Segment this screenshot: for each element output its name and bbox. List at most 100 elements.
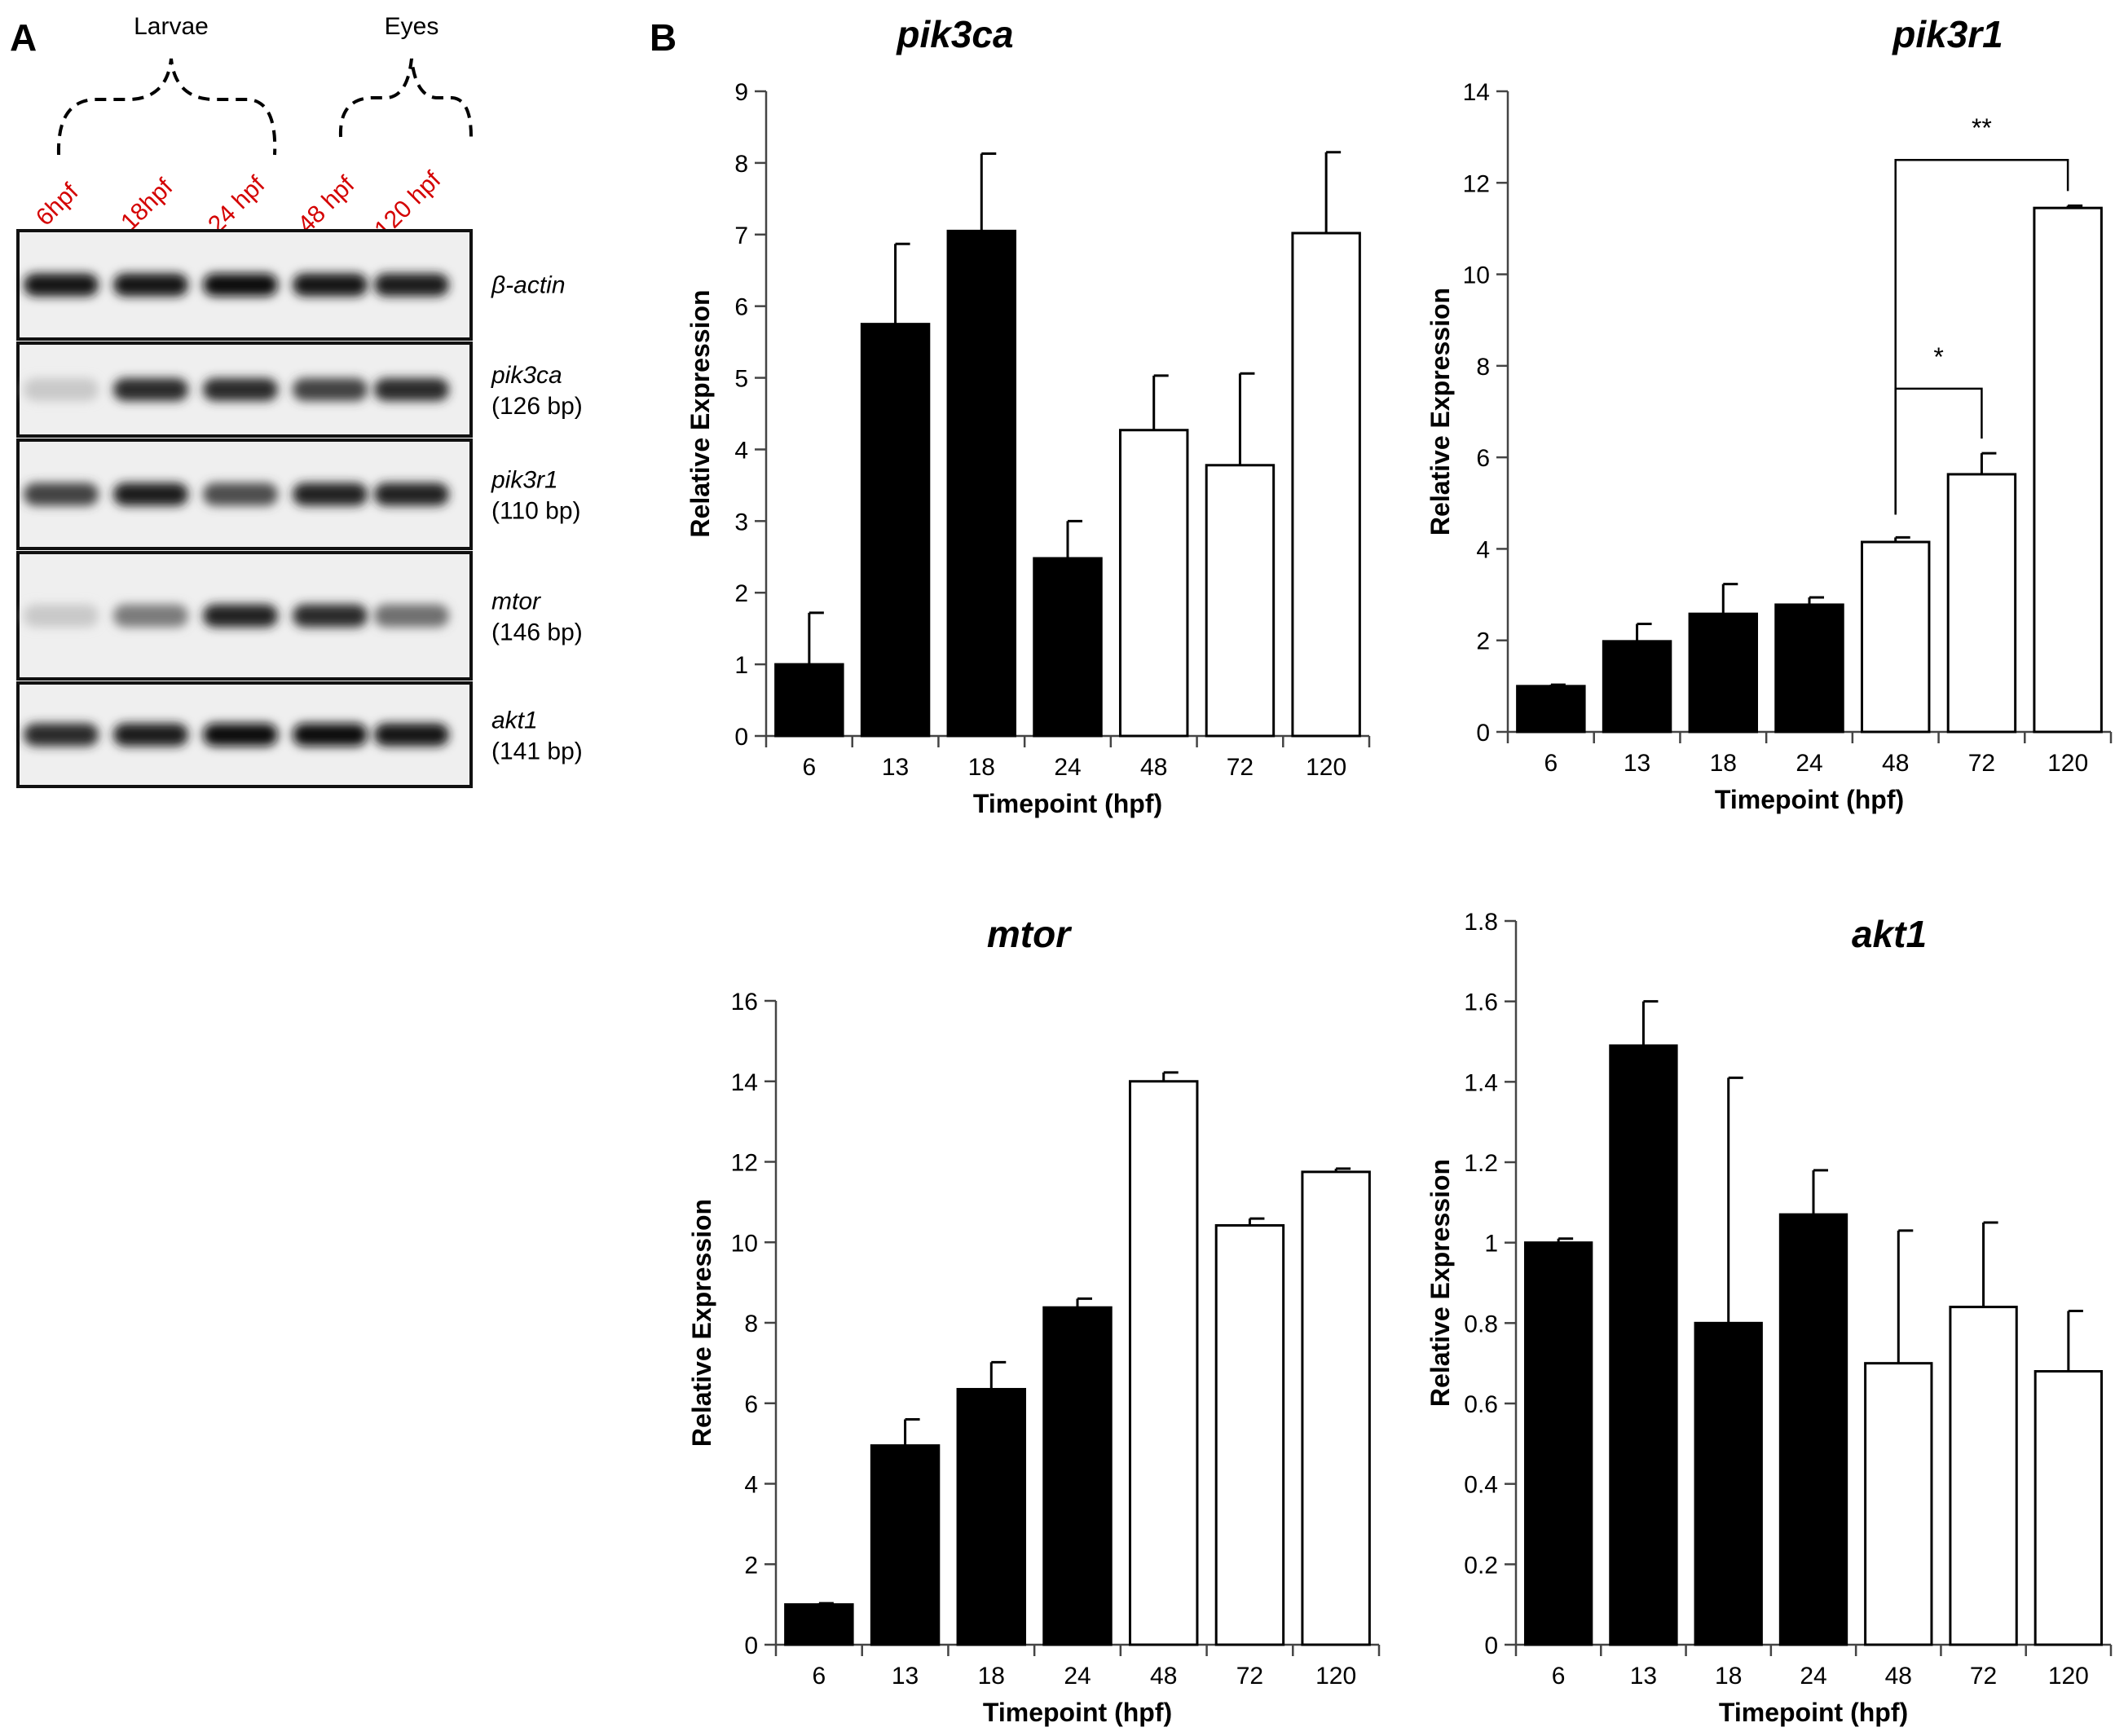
gel-size-label: (126 bp)	[491, 393, 583, 420]
x-tick-label: 18	[978, 1663, 1005, 1690]
x-tick-label: 72	[1227, 754, 1254, 781]
lane-label: 24 hpf	[203, 171, 271, 239]
y-tick-label: 1.8	[1464, 909, 1498, 936]
gel-band	[113, 482, 188, 506]
bar	[1602, 640, 1672, 734]
gel-size-label: (146 bp)	[491, 619, 583, 646]
y-tick-label: 10	[1463, 262, 1490, 289]
bar	[2033, 206, 2103, 734]
x-tick-label: 48	[1140, 754, 1167, 781]
gel-band	[203, 604, 278, 628]
y-tick-label: 8	[1476, 354, 1490, 381]
significance-label: **	[1972, 113, 1992, 143]
chart-title: pik3ca	[895, 13, 1013, 55]
y-tick-label: 0.4	[1464, 1472, 1498, 1499]
y-tick-label: 14	[731, 1069, 758, 1096]
x-tick-label: 13	[1630, 1663, 1657, 1690]
gel-label: mtor	[491, 588, 541, 615]
y-tick-label: 10	[731, 1230, 758, 1257]
bar	[774, 663, 844, 738]
lane-label: 48 hpf	[293, 171, 360, 239]
gel-1: pik3ca (126 bp)	[16, 341, 583, 438]
y-tick-label: 12	[1463, 170, 1490, 197]
x-tick-label: 18	[1710, 750, 1737, 777]
gel-label: akt1	[491, 707, 538, 734]
chart-title: mtor	[987, 913, 1072, 955]
bar	[956, 1387, 1027, 1646]
larvae-brace	[56, 58, 277, 156]
bar	[1291, 231, 1361, 738]
y-tick-label: 0.8	[1464, 1311, 1498, 1337]
y-tick-label: 4	[1476, 536, 1490, 563]
y-tick-label: 4	[734, 437, 748, 464]
y-axis-label: Relative Expression	[687, 1199, 716, 1447]
x-tick-label: 120	[1306, 754, 1346, 781]
gel-size-label: (110 bp)	[491, 498, 581, 525]
bar	[1301, 1170, 1371, 1646]
y-tick-label: 3	[734, 509, 748, 535]
x-tick-label: 13	[882, 754, 909, 781]
y-tick-label: 8	[744, 1311, 758, 1337]
gel-band	[24, 723, 99, 747]
bar	[1609, 1044, 1678, 1646]
x-tick-label: 13	[1624, 750, 1650, 777]
y-tick-label: 0.2	[1464, 1552, 1498, 1579]
bar	[1774, 603, 1844, 734]
gel-band	[293, 482, 368, 506]
y-tick-label: 1	[734, 652, 748, 679]
x-tick-label: 18	[1715, 1663, 1742, 1690]
bar	[1523, 1241, 1593, 1646]
group-label-eyes: Eyes	[385, 13, 439, 40]
gel-band	[113, 723, 188, 747]
y-tick-label: 1.2	[1464, 1150, 1498, 1177]
x-tick-label: 48	[1150, 1663, 1177, 1690]
x-tick-label: 48	[1882, 750, 1909, 777]
y-tick-label: 0	[744, 1632, 758, 1659]
x-axis-label: Timepoint (hpf)	[983, 1698, 1172, 1727]
y-tick-label: 2	[734, 580, 748, 607]
x-tick-label: 120	[2047, 750, 2088, 777]
gel-band	[113, 273, 188, 297]
x-axis-label: Timepoint (hpf)	[1715, 785, 1904, 814]
y-tick-label: 0	[1484, 1632, 1498, 1659]
gel-band	[24, 273, 99, 297]
gel-band	[374, 604, 449, 628]
x-tick-label: 24	[1796, 750, 1822, 777]
y-tick-label: 14	[1463, 79, 1490, 106]
x-tick-label: 24	[1064, 1663, 1091, 1690]
x-tick-label: 72	[1970, 1663, 1997, 1690]
y-tick-label: 1.6	[1464, 989, 1498, 1016]
panel-a-label: A	[10, 16, 37, 59]
panel-b-label: B	[650, 16, 676, 59]
x-tick-label: 120	[1315, 1663, 1356, 1690]
y-tick-label: 6	[744, 1391, 758, 1418]
bar	[1205, 464, 1276, 738]
gel-0: β-actin	[16, 229, 566, 341]
x-tick-label: 6	[1544, 750, 1558, 777]
x-axis-label: Timepoint (hpf)	[973, 789, 1162, 818]
group-label-larvae: Larvae	[134, 13, 209, 40]
bar	[1778, 1213, 1848, 1646]
bar	[1946, 473, 2017, 734]
gel-band	[293, 723, 368, 747]
gel-label: β-actin	[491, 272, 566, 299]
bar	[784, 1603, 854, 1646]
y-axis-label: Relative Expression	[1425, 288, 1455, 535]
gel-band	[24, 482, 99, 506]
x-tick-label: 72	[1968, 750, 1995, 777]
bar	[1128, 1080, 1199, 1646]
y-tick-label: 16	[731, 989, 758, 1016]
bar	[1860, 540, 1931, 734]
gel-label: pik3r1	[491, 467, 558, 494]
x-tick-label: 6	[1552, 1663, 1566, 1690]
x-tick-label: 24	[1054, 754, 1081, 781]
x-axis-label: Timepoint (hpf)	[1719, 1698, 1908, 1727]
significance-bracket	[1894, 158, 2069, 515]
y-tick-label: 4	[744, 1472, 758, 1499]
gel-band	[374, 482, 449, 506]
gel-band	[113, 604, 188, 628]
bar	[1694, 1321, 1763, 1646]
bar	[1214, 1224, 1285, 1646]
